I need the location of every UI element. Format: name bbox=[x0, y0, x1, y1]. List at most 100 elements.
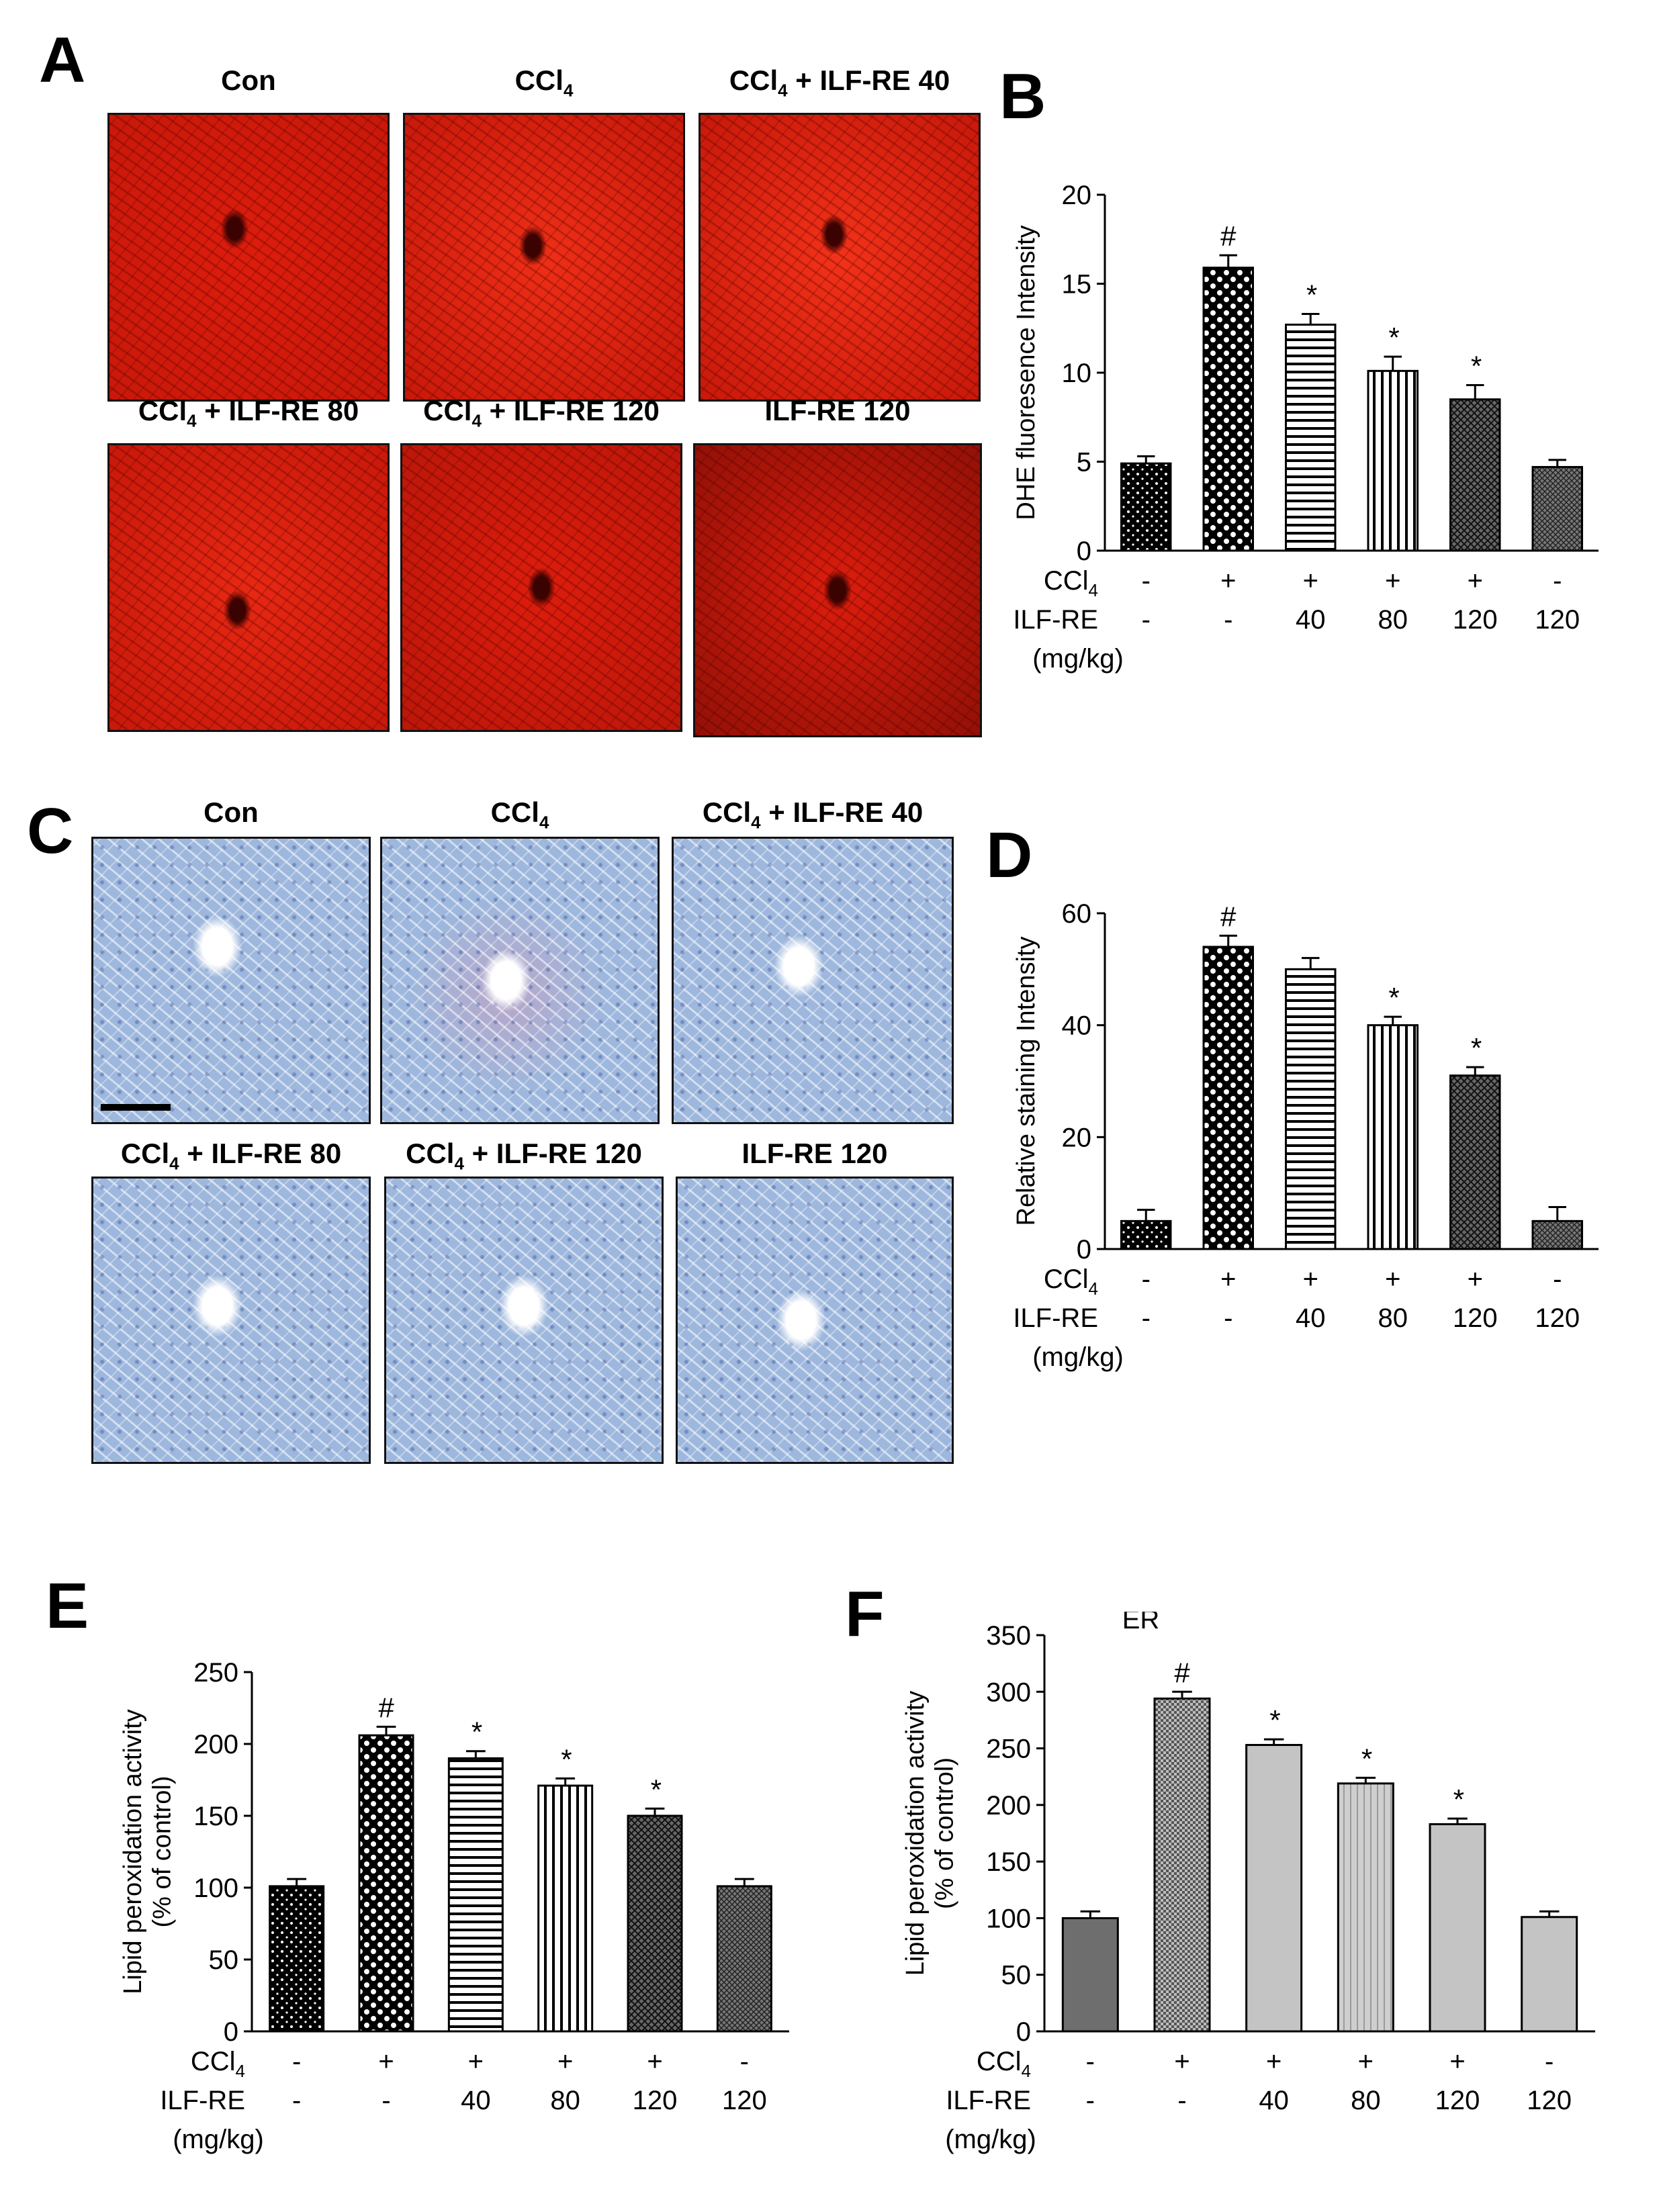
ccl4-sign-4: + bbox=[1385, 566, 1400, 596]
bar-3 bbox=[1245, 1744, 1303, 2033]
bar-6 bbox=[1531, 465, 1583, 552]
row-label-ilf-re: ILF-RE bbox=[946, 2086, 1031, 2115]
ccl4-sign-1: - bbox=[1142, 1264, 1151, 1294]
ccl4-sign-2: + bbox=[1174, 2047, 1189, 2076]
subscript-4: 4 bbox=[539, 812, 549, 833]
dhe-fluorescence-image-2 bbox=[403, 113, 685, 402]
y-tick-label-10: 10 bbox=[1062, 359, 1092, 388]
y-tick-label-100: 100 bbox=[986, 1904, 1031, 1933]
bar-2 bbox=[1202, 267, 1254, 552]
bar-1 bbox=[269, 1885, 325, 2033]
panel-label-a: A bbox=[39, 24, 86, 96]
ccl4-sign-4: + bbox=[1358, 2047, 1374, 2076]
ilf-dose-3: 40 bbox=[1296, 605, 1326, 635]
micrograph-title-c-5: CCl4 + ILF-RE 120 bbox=[406, 1138, 642, 1174]
ilf-dose-4: 80 bbox=[1378, 1303, 1408, 1333]
ccl4-sign-3: + bbox=[468, 2047, 484, 2076]
row-label-ilf-re: ILF-RE bbox=[160, 2086, 245, 2115]
masson-stain-image-3 bbox=[672, 837, 954, 1124]
row-label-ccl4: CCl4 bbox=[1044, 1264, 1098, 1299]
bar-6 bbox=[716, 1885, 772, 2033]
ilf-dose-4: 80 bbox=[1351, 2086, 1381, 2115]
ccl4-sign-3: + bbox=[1303, 1264, 1318, 1294]
chart-f-lipid-peroxidation-er: 0 50 100 150 200 250 300 350 Lipid peroxidation … bbox=[901, 1612, 1595, 2154]
y-tick-label-0: 0 bbox=[1077, 1235, 1091, 1264]
y-tick-label-350: 350 bbox=[986, 1621, 1031, 1651]
micrograph-title-c-6: ILF-RE 120 bbox=[741, 1138, 888, 1169]
ilf-dose-5: 120 bbox=[1435, 2086, 1480, 2115]
significance-mark-5: * bbox=[1470, 1032, 1482, 1064]
subscript-4: 4 bbox=[454, 1153, 464, 1174]
bar-3 bbox=[1285, 323, 1337, 552]
bar-4 bbox=[1337, 1782, 1394, 2033]
bar-5 bbox=[627, 1814, 683, 2033]
masson-stain-image-6 bbox=[676, 1177, 954, 1464]
chart-b-dhe-fluorescence: 0 5 10 15 20 DHE fluoresence Intensity # * * * CCl… bbox=[1012, 181, 1599, 674]
subscript-4: 4 bbox=[563, 80, 574, 101]
dhe-fluorescence-image-4 bbox=[107, 443, 390, 732]
y-tick-label-250: 250 bbox=[193, 1658, 238, 1688]
bar-3 bbox=[447, 1757, 504, 2033]
ilf-dose-1: - bbox=[1086, 2086, 1095, 2115]
bar-6 bbox=[1521, 1916, 1578, 2033]
y-tick-label-250: 250 bbox=[986, 1735, 1031, 1764]
significance-mark-4: * bbox=[1388, 322, 1400, 353]
row-label-unit: (mg/kg) bbox=[173, 2125, 264, 2154]
panel-label-e: E bbox=[46, 1570, 89, 1642]
bar-1 bbox=[1061, 1917, 1119, 2033]
significance-mark-4: * bbox=[1360, 1743, 1372, 1774]
row-label-ilf-re: ILF-RE bbox=[1013, 605, 1098, 635]
row-label-unit: (mg/kg) bbox=[945, 2125, 1036, 2154]
ccl4-sign-3: + bbox=[1266, 2047, 1282, 2076]
ccl4-sign-5: + bbox=[1449, 2047, 1465, 2076]
y-axis-label: DHE fluoresence Intensity bbox=[1012, 225, 1040, 520]
bar-1 bbox=[1120, 1219, 1172, 1250]
y-tick-label-150: 150 bbox=[986, 1847, 1031, 1877]
chart-e-lipid-peroxidation: 0 50 100 150 200 250 Lipid peroxidation activi… bbox=[119, 1658, 789, 2154]
y-tick-label-150: 150 bbox=[193, 1802, 238, 1831]
significance-mark-3: * bbox=[1305, 279, 1317, 311]
bar-3 bbox=[1285, 968, 1337, 1250]
ccl4-sign-4: + bbox=[557, 2047, 573, 2076]
masson-stain-image-2 bbox=[380, 837, 660, 1124]
row-label-unit: (mg/kg) bbox=[1032, 644, 1124, 674]
y-tick-label-20: 20 bbox=[1062, 181, 1092, 210]
subscript-4: 4 bbox=[187, 410, 197, 431]
micrograph-title-a-5: CCl4 + ILF-RE 120 bbox=[423, 395, 660, 431]
bar-2 bbox=[1202, 946, 1254, 1250]
y-tick-label-200: 200 bbox=[193, 1730, 238, 1759]
bar-1 bbox=[1120, 462, 1172, 552]
bar-5 bbox=[1449, 1074, 1501, 1250]
dhe-fluorescence-image-1 bbox=[107, 113, 390, 402]
chart-title: ER bbox=[1122, 1612, 1160, 1634]
subscript-4: 4 bbox=[471, 410, 482, 431]
bar-4 bbox=[1367, 369, 1419, 552]
ilf-dose-2: - bbox=[1224, 1303, 1232, 1333]
micrograph-title-a-1: Con bbox=[221, 64, 276, 96]
ilf-dose-6: 120 bbox=[1535, 605, 1580, 635]
row-label-ilf-re: ILF-RE bbox=[1013, 1303, 1098, 1333]
row-label-ccl4: CCl4 bbox=[1044, 566, 1098, 600]
y-tick-label-300: 300 bbox=[986, 1677, 1031, 1707]
y-axis-label: Relative staining Intensity bbox=[1012, 937, 1040, 1226]
ccl4-sign-2: + bbox=[1220, 566, 1236, 596]
y-tick-label-200: 200 bbox=[986, 1791, 1031, 1821]
bar-4 bbox=[1367, 1024, 1419, 1250]
ilf-dose-2: - bbox=[1224, 605, 1232, 635]
significance-mark-2: # bbox=[1220, 220, 1237, 252]
significance-mark-5: * bbox=[649, 1773, 662, 1805]
y-axis-label-unit: (% of control) bbox=[931, 1757, 959, 1909]
ilf-dose-6: 120 bbox=[1535, 1303, 1580, 1333]
bar-2 bbox=[358, 1734, 414, 2033]
significance-mark-5: * bbox=[1452, 1784, 1464, 1815]
y-tick-label-100: 100 bbox=[193, 1874, 238, 1903]
ccl4-sign-1: - bbox=[1142, 566, 1151, 596]
y-axis-label-unit: (% of control) bbox=[148, 1776, 177, 1928]
micrograph-title-c-3: CCl4 + ILF-RE 40 bbox=[702, 796, 924, 833]
panel-label-c: C bbox=[27, 795, 74, 867]
y-tick-label-50: 50 bbox=[1001, 1961, 1032, 1990]
masson-stain-image-1 bbox=[91, 837, 371, 1124]
y-tick-label-0: 0 bbox=[1077, 537, 1091, 566]
dhe-fluorescence-image-3 bbox=[699, 113, 981, 402]
ilf-dose-1: - bbox=[1142, 605, 1151, 635]
